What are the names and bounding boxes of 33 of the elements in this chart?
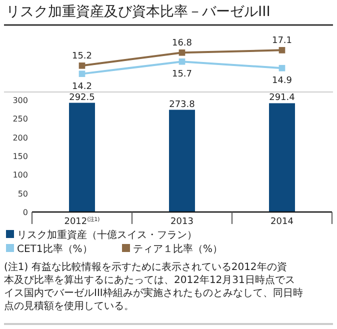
y-tick-label: 250: [12, 114, 28, 124]
y-tick-label: 100: [12, 170, 28, 180]
legend-label: リスク加重資産（十億スイス・フラン）: [17, 229, 197, 241]
text: (注1) 有益な比較情報を示すために表示されている2012年の資本及び比率を算出するにあたっては、2012年12月31日時点でスイス国内でバーゼルIII枠組みが実施されたものとみなして、同日時点の見積額を使用している。: [4, 261, 303, 312]
bar: [269, 103, 295, 212]
data-label: 273.8: [169, 100, 196, 110]
x-tick-label: 2014: [270, 217, 294, 227]
point: [178, 58, 186, 65]
data-label: 292.5: [69, 92, 95, 103]
x-tick-label: 2012$^{(注1)}$: [64, 216, 100, 227]
point: [278, 47, 286, 54]
y-tick-label: 200: [12, 133, 28, 142]
data-label: 17.1: [272, 36, 292, 46]
data-label: 15.2: [72, 52, 92, 62]
y-tick-label: 150: [12, 152, 28, 161]
y-tick-label: 0: [22, 208, 28, 217]
y-tick-label: 50: [18, 189, 28, 198]
point: [78, 62, 86, 69]
data-label: 14.9: [272, 76, 292, 86]
data-label: 14.2: [72, 82, 92, 92]
data-label: 15.7: [172, 70, 192, 80]
bar: [169, 110, 195, 212]
bar: [69, 102, 95, 212]
legend-label: CET1比率（%）: [17, 243, 92, 255]
point: [78, 70, 86, 77]
point: [278, 64, 286, 72]
data-label: 291.4: [269, 93, 296, 104]
chart-title: リスク加重資産及び資本比率－バーゼルIII: [6, 4, 270, 20]
point: [178, 49, 186, 56]
x-tick-label: 2013: [170, 217, 194, 227]
data-label: 16.8: [172, 38, 192, 49]
y-tick-label: 300: [12, 96, 28, 105]
legend-label: ティア１比率（%）: [133, 243, 223, 255]
